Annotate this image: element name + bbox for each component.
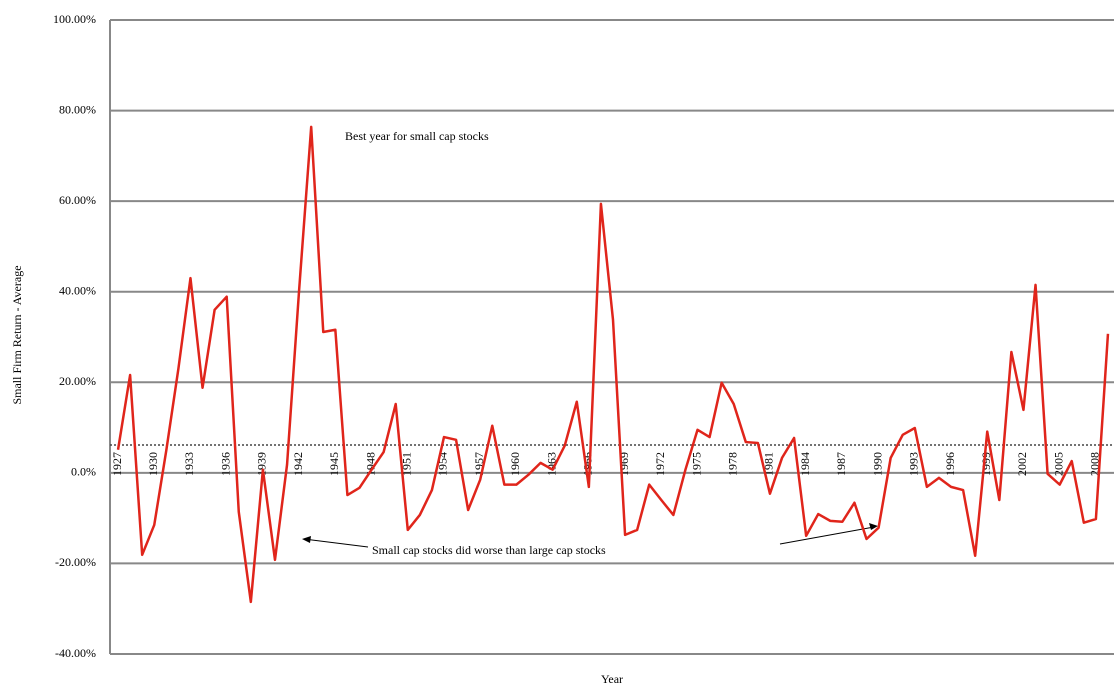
x-tick-label: 1993 xyxy=(907,452,921,476)
arrow xyxy=(303,538,369,548)
x-tick-label: 1942 xyxy=(291,452,305,476)
x-tick-label: 2005 xyxy=(1051,452,1065,476)
x-tick-label: 1969 xyxy=(617,452,631,476)
x-axis-title: Year xyxy=(601,672,623,686)
x-tick-label: 1939 xyxy=(255,452,269,476)
data-line xyxy=(116,125,1110,604)
x-tick-label: 1927 xyxy=(110,452,124,476)
x-tick-label: 2002 xyxy=(1015,452,1029,476)
x-tick-label: 1948 xyxy=(363,452,377,476)
y-tick-label: 60.00% xyxy=(59,193,96,207)
x-tick-label: 1930 xyxy=(146,452,160,476)
y-axis-title: Small Firm Return - Average xyxy=(10,265,24,404)
y-tick-label: 100.00% xyxy=(53,12,96,26)
arrow-head xyxy=(302,536,311,543)
annotation: Best year for small cap stocks xyxy=(345,129,489,143)
x-tick-label: 1963 xyxy=(544,452,558,476)
x-tick-label: 1933 xyxy=(182,452,196,476)
arrow xyxy=(779,526,875,545)
y-tick-label: -40.00% xyxy=(55,646,96,660)
x-tick-label: 1945 xyxy=(327,452,341,476)
x-tick-label: 1972 xyxy=(653,452,667,476)
x-tick-label: 1975 xyxy=(689,452,703,476)
y-tick-label: -20.00% xyxy=(55,555,96,569)
x-tick-label: 1984 xyxy=(798,452,812,476)
arrow-head xyxy=(869,523,878,530)
annotation: Small cap stocks did worse than large ca… xyxy=(372,543,606,557)
x-tick-label: 1987 xyxy=(834,452,848,476)
y-tick-label: 20.00% xyxy=(59,374,96,388)
x-tick-label: 1936 xyxy=(218,452,232,476)
x-tick-label: 1990 xyxy=(870,452,884,476)
y-tick-label: 80.00% xyxy=(59,102,96,116)
x-tick-label: 1960 xyxy=(508,452,522,476)
y-tick-label: 40.00% xyxy=(59,283,96,297)
x-tick-label: 1978 xyxy=(725,452,739,476)
x-tick-label: 1996 xyxy=(943,452,957,476)
y-tick-label: 0.0% xyxy=(71,465,96,479)
